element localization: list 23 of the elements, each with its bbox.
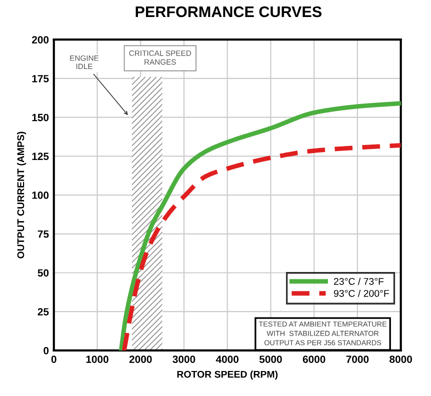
legend-label: 93°C / 200°F (334, 290, 389, 297)
chart-title: PERFORMANCE CURVES (136, 6, 322, 18)
y-tick-label: 125 (32, 152, 49, 160)
x-tick-label: 4000 (216, 356, 239, 363)
x-axis-title: ROTOR SPEED (RPM) (177, 370, 278, 380)
y-tick-label: 75 (38, 230, 49, 238)
x-tick-label: 8000 (390, 356, 412, 363)
y-tick-label: 50 (38, 269, 49, 277)
x-tick-label: 7000 (346, 356, 369, 363)
y-tick-label: 175 (32, 75, 49, 82)
x-tick-label: 0 (51, 356, 56, 363)
legend-label: 23°C / 73°F (334, 278, 384, 285)
y-tick-label: 150 (32, 114, 49, 122)
x-tick-label: 1000 (86, 356, 108, 363)
y-tick-label: 200 (32, 36, 49, 44)
y-tick-label: 0 (44, 346, 49, 354)
x-tick-label: 5000 (259, 356, 282, 363)
x-tick-label: 3000 (172, 356, 196, 363)
y-tick-label: 25 (38, 308, 49, 316)
x-tick-label: 2000 (129, 356, 152, 363)
y-axis-title: OUTPUT CURRENT (AMPS) (17, 132, 26, 258)
y-tick-label: 100 (32, 192, 49, 199)
x-tick-label: 6000 (302, 356, 326, 363)
